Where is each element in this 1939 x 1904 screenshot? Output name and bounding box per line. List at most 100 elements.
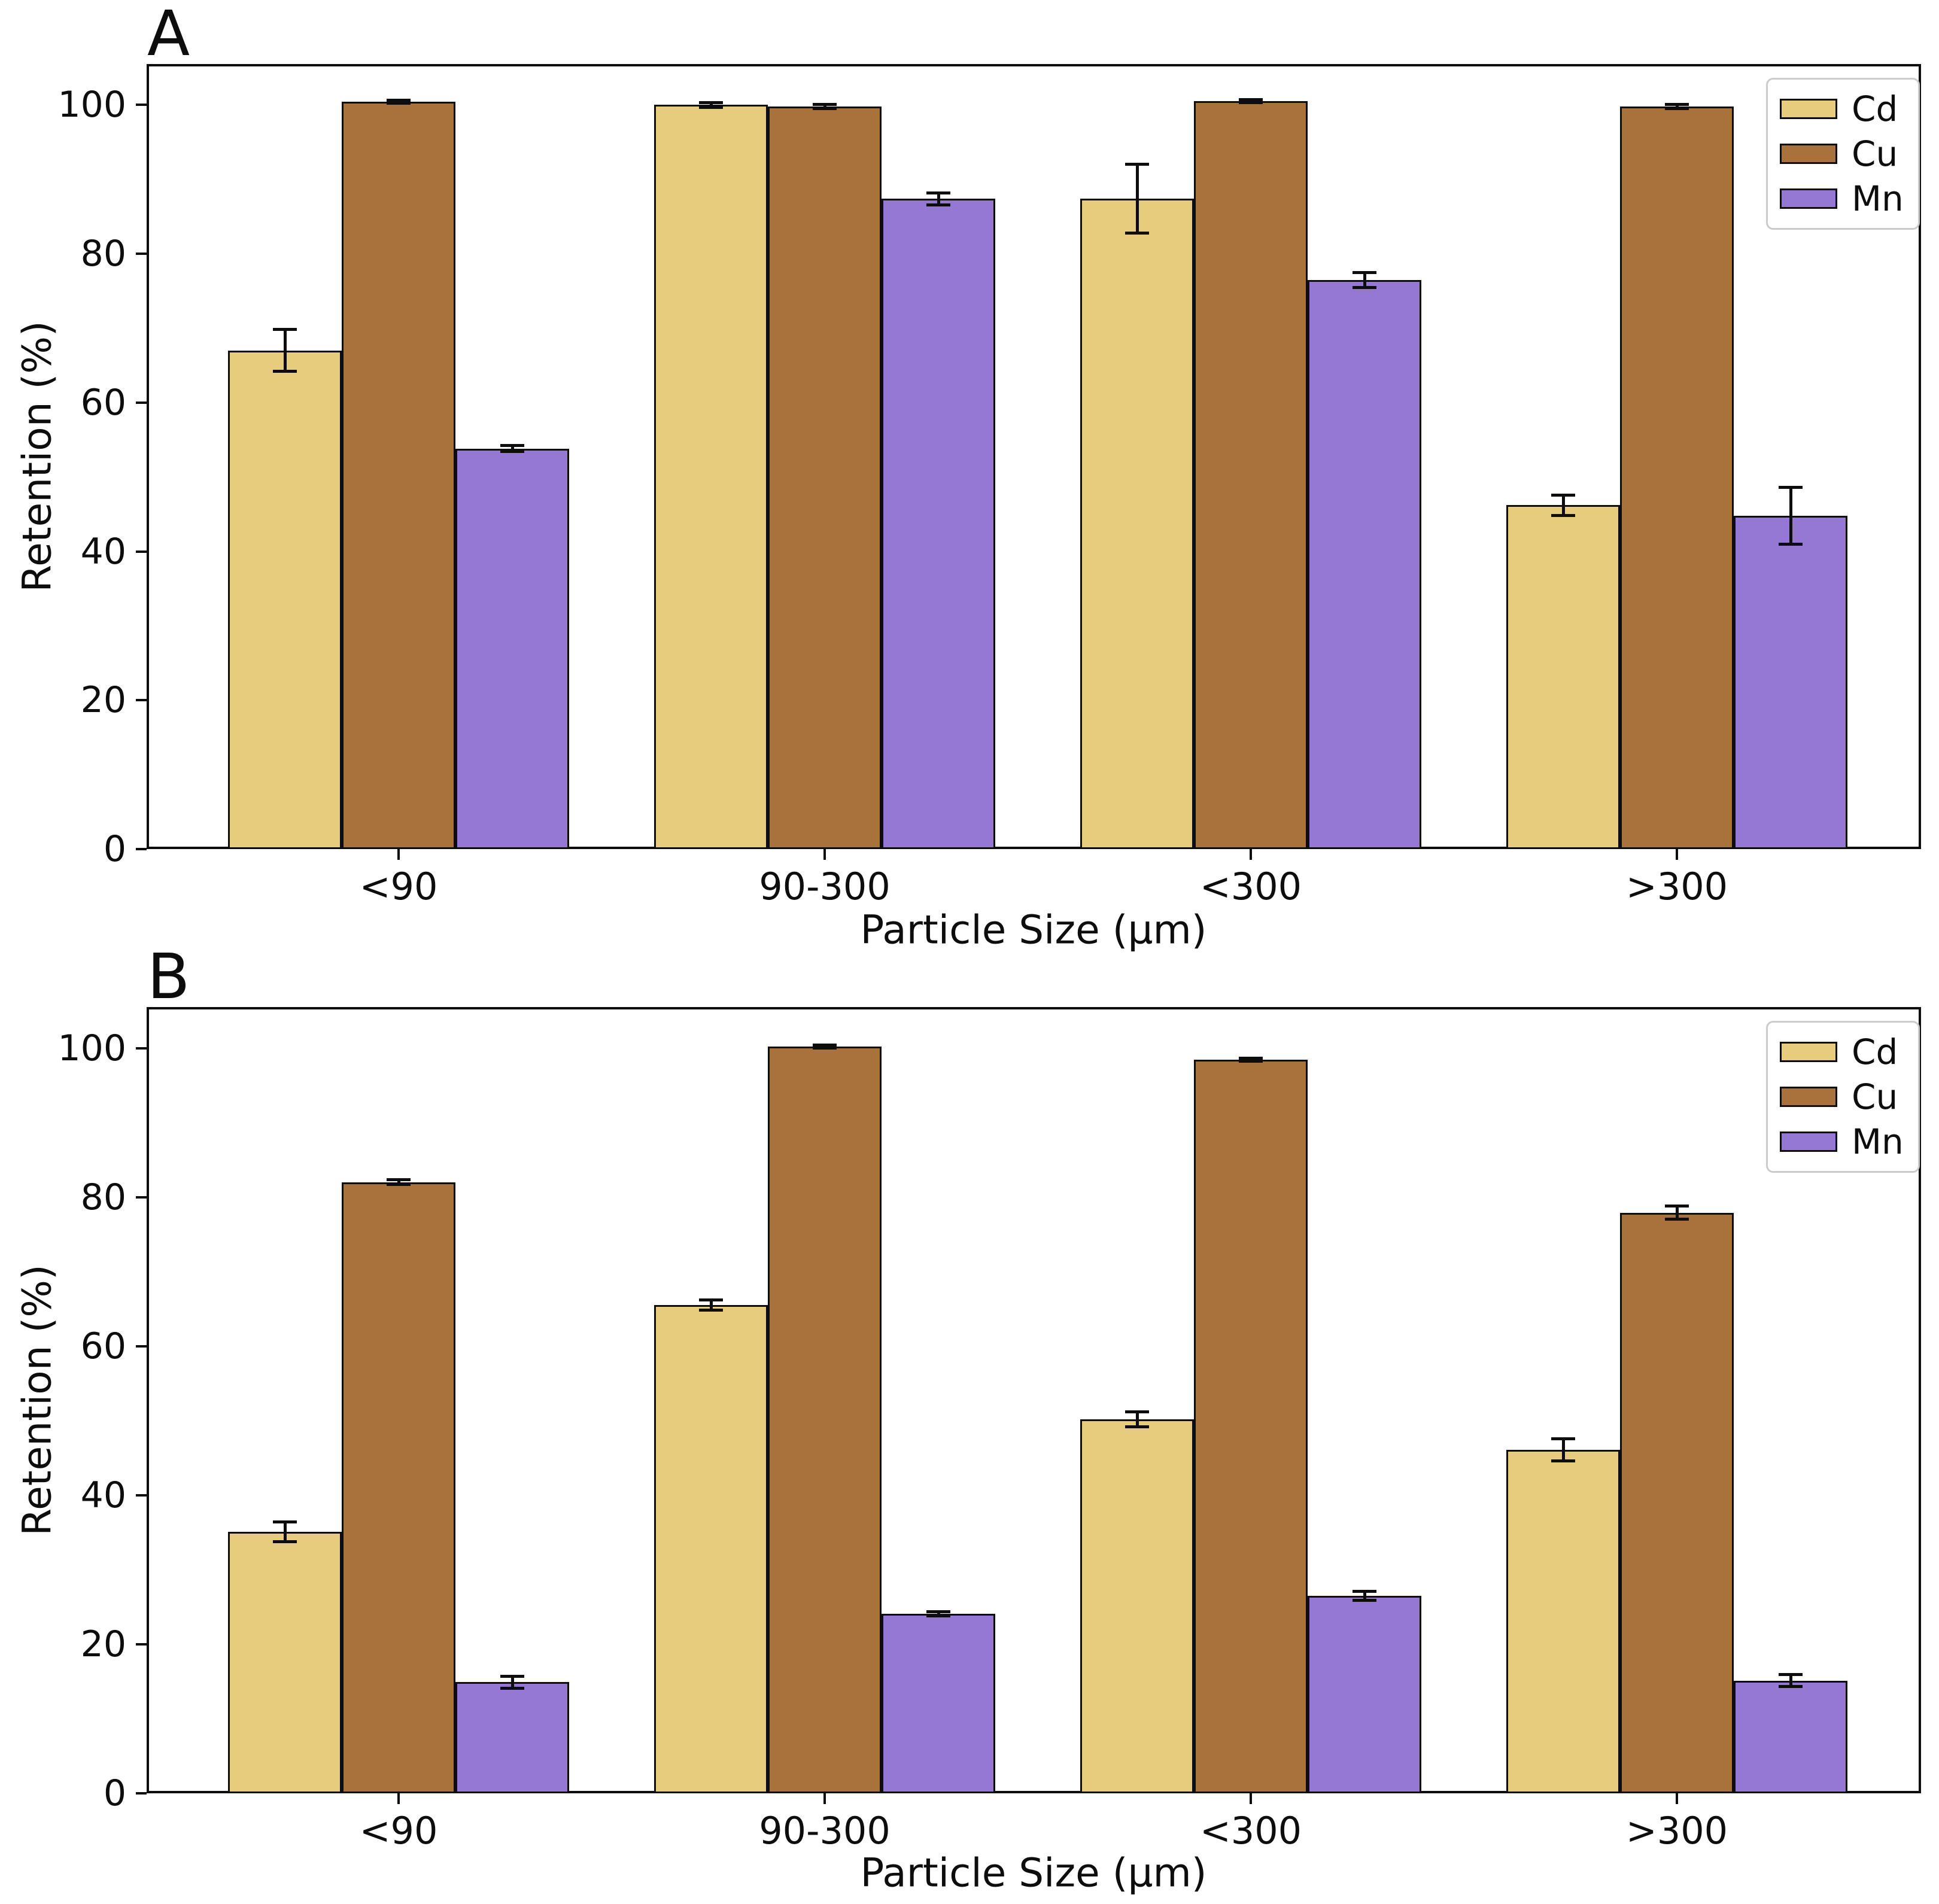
bar-a-cu-<300 xyxy=(1194,101,1308,849)
bar-a-cu-<90 xyxy=(342,102,455,849)
legend-item-cu: Cu xyxy=(1780,1078,1904,1115)
bar-b-cu-90-300 xyxy=(768,1047,882,1793)
panel-b-y-axis-label: Retention (%) xyxy=(14,1264,60,1536)
cd-swatch-icon xyxy=(1780,1042,1837,1062)
error-bar-a-cd->300-cap-top xyxy=(1551,493,1575,497)
y-tick-a-80 xyxy=(136,253,147,256)
bar-b-mn-90-300 xyxy=(882,1613,995,1793)
x-tick-a-2 xyxy=(1250,849,1252,860)
error-bar-a-mn-<90-cap-top xyxy=(500,444,524,448)
error-bar-a-cd->300-line xyxy=(1561,495,1565,516)
error-bar-a-cd-90-300-line xyxy=(709,102,713,108)
error-bar-b-cd-90-300-cap-bottom xyxy=(699,1309,723,1312)
bar-a-cu-90-300 xyxy=(768,106,882,849)
error-bar-a-mn->300-cap-bottom xyxy=(1779,542,1803,546)
y-tick-a-40 xyxy=(136,550,147,553)
error-bar-b-mn->300-cap-bottom xyxy=(1779,1685,1803,1689)
bar-a-cd-<300 xyxy=(1080,199,1194,849)
error-bar-b-mn-<300-line xyxy=(1363,1591,1366,1601)
x-tick-label-a-1: 90-300 xyxy=(759,865,891,908)
legend-item-cd: Cd xyxy=(1780,1033,1904,1070)
y-tick-label-a-80: 80 xyxy=(80,233,126,275)
error-bar-b-cd-<300-line xyxy=(1135,1412,1139,1427)
x-tick-a-0 xyxy=(397,849,400,860)
error-bar-a-cd-<90-line xyxy=(283,329,287,372)
legend-item-mn: Mn xyxy=(1780,180,1904,217)
error-bar-b-cu-<90-cap-bottom xyxy=(387,1182,411,1186)
y-tick-a-60 xyxy=(136,401,147,404)
bar-a-mn-<300 xyxy=(1308,279,1421,849)
error-bar-a-cu->300-cap-bottom xyxy=(1665,107,1689,111)
y-tick-label-b-0: 0 xyxy=(103,1772,126,1814)
error-bar-b-mn-<300-cap-top xyxy=(1353,1589,1376,1593)
error-bar-a-cu-90-300-line xyxy=(823,104,826,109)
legend-label-cd: Cd xyxy=(1852,1032,1898,1072)
bar-b-cd-<300 xyxy=(1080,1419,1194,1793)
error-bar-b-cd-<90-cap-top xyxy=(273,1520,297,1524)
cu-swatch-icon xyxy=(1780,1087,1837,1107)
panel-b-x-axis-label: Particle Size (μm) xyxy=(860,1850,1207,1896)
bar-b-cu-<300 xyxy=(1194,1060,1308,1793)
error-bar-a-mn-<90-line xyxy=(510,445,514,452)
bar-a-mn->300 xyxy=(1734,515,1847,849)
y-tick-a-0 xyxy=(136,848,147,850)
x-tick-a-1 xyxy=(823,849,826,860)
x-tick-b-1 xyxy=(823,1793,826,1804)
error-bar-a-mn-90-300-line xyxy=(937,193,940,205)
error-bar-b-mn->300-cap-top xyxy=(1779,1673,1803,1677)
panel-b-legend: Cd Cu Mn xyxy=(1766,1021,1920,1173)
mn-swatch-icon xyxy=(1780,188,1837,209)
x-tick-label-a-2: <300 xyxy=(1199,865,1302,908)
bar-b-cu->300 xyxy=(1620,1212,1734,1793)
error-bar-a-cd->300-cap-bottom xyxy=(1551,514,1575,518)
legend-label-cu: Cu xyxy=(1852,133,1898,174)
error-bar-b-cd-<300-cap-top xyxy=(1125,1410,1149,1413)
panel-a-title: A xyxy=(147,0,190,70)
error-bar-a-mn-<300-line xyxy=(1363,272,1366,288)
error-bar-a-mn->300-line xyxy=(1789,487,1792,545)
panel-b-title: B xyxy=(147,940,190,1013)
error-bar-b-cd-90-300-cap-top xyxy=(699,1298,723,1301)
error-bar-a-mn-90-300-cap-top xyxy=(926,191,950,194)
error-bar-a-cd-<90-cap-top xyxy=(273,328,297,331)
error-bar-b-mn-<90-line xyxy=(510,1676,514,1689)
error-bar-a-cd-90-300-cap-top xyxy=(699,101,723,105)
y-tick-label-a-40: 40 xyxy=(80,530,126,573)
error-bar-b-mn->300-line xyxy=(1789,1674,1792,1687)
bar-b-cd->300 xyxy=(1506,1449,1620,1793)
x-tick-label-b-1: 90-300 xyxy=(759,1809,891,1853)
x-tick-label-a-0: <90 xyxy=(359,865,438,908)
legend-item-cu: Cu xyxy=(1780,135,1904,172)
error-bar-a-cd-<300-cap-top xyxy=(1125,163,1149,166)
y-tick-label-b-60: 60 xyxy=(80,1325,126,1367)
error-bar-a-mn-<300-cap-top xyxy=(1353,270,1376,274)
legend-label-cd: Cd xyxy=(1852,89,1898,129)
bar-b-mn-<300 xyxy=(1308,1595,1421,1793)
error-bar-a-cd-<300-cap-bottom xyxy=(1125,231,1149,235)
legend-label-cu: Cu xyxy=(1852,1076,1898,1117)
error-bar-b-cu-<300-cap-bottom xyxy=(1239,1060,1263,1063)
bar-a-cd-90-300 xyxy=(654,105,768,849)
y-tick-label-b-80: 80 xyxy=(80,1176,126,1218)
error-bar-b-cu-<90-line xyxy=(397,1179,400,1185)
error-bar-b-cd-<90-line xyxy=(283,1522,287,1541)
error-bar-a-mn-90-300-cap-bottom xyxy=(926,203,950,206)
x-tick-label-b-2: <300 xyxy=(1199,1809,1302,1853)
y-tick-b-0 xyxy=(136,1792,147,1794)
error-bar-a-cu->300-line xyxy=(1675,104,1679,109)
legend-label-mn: Mn xyxy=(1852,178,1904,219)
x-tick-label-b-0: <90 xyxy=(359,1809,438,1853)
error-bar-b-cu-<90-cap-top xyxy=(387,1178,411,1182)
legend-item-cd: Cd xyxy=(1780,90,1904,127)
error-bar-a-cu-90-300-cap-bottom xyxy=(813,107,837,111)
error-bar-b-cu->300-cap-top xyxy=(1665,1205,1689,1208)
error-bar-b-cu->300-line xyxy=(1675,1206,1679,1219)
y-tick-label-b-20: 20 xyxy=(80,1623,126,1665)
y-tick-label-a-0: 0 xyxy=(103,828,126,870)
error-bar-b-cd-<300-cap-bottom xyxy=(1125,1425,1149,1428)
error-bar-a-mn->300-cap-top xyxy=(1779,486,1803,489)
y-tick-a-20 xyxy=(136,699,147,702)
y-tick-label-b-100: 100 xyxy=(57,1027,126,1069)
x-tick-label-a-3: >300 xyxy=(1625,865,1728,908)
